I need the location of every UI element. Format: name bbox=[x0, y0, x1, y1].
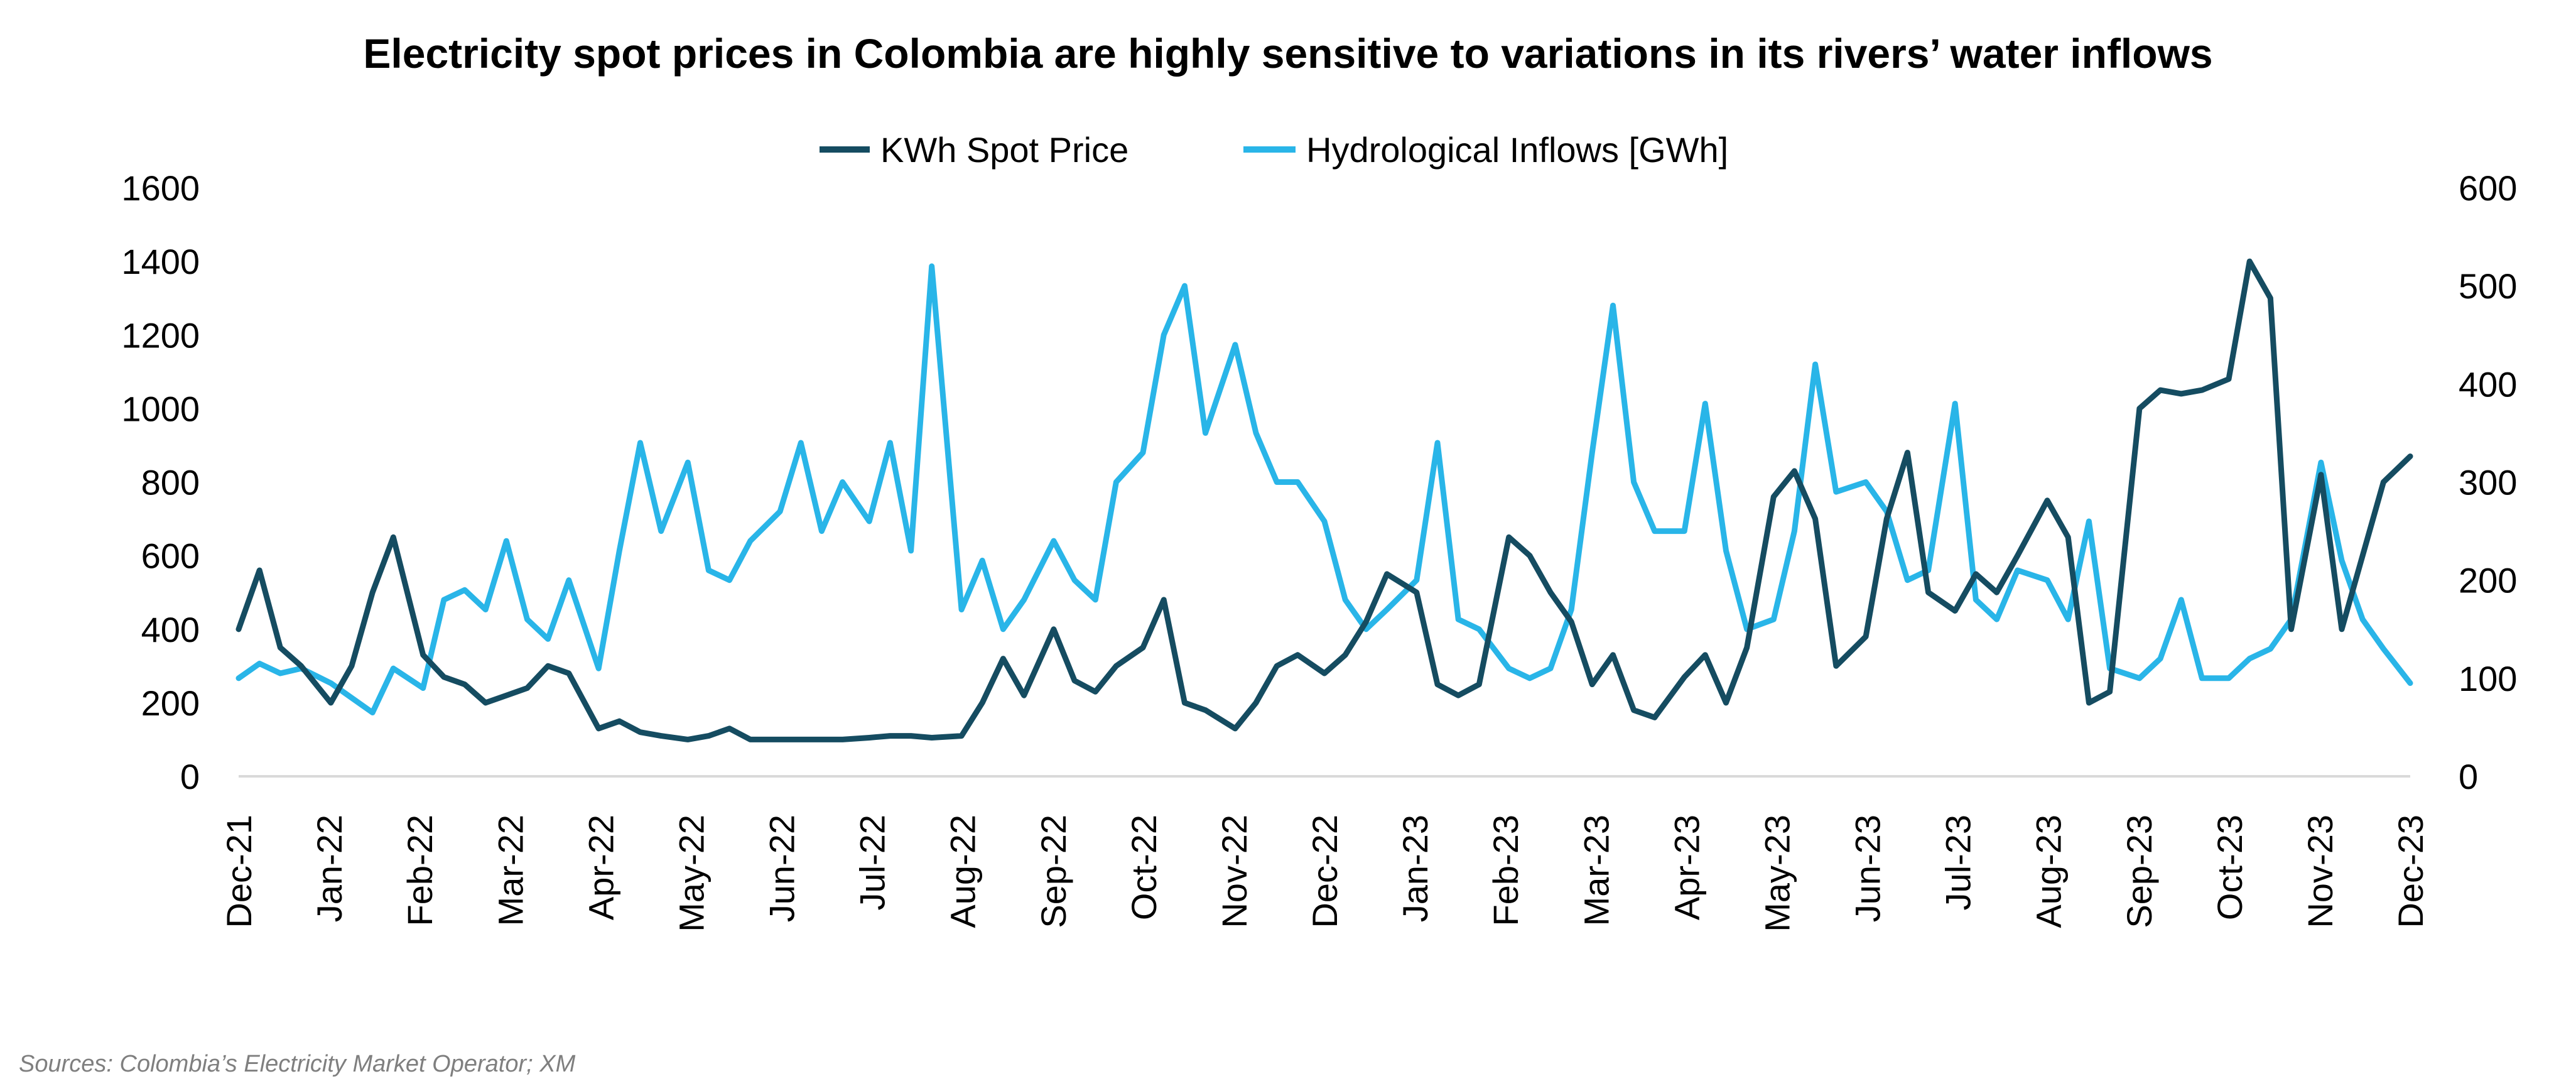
x-tick-label: Apr-23 bbox=[1667, 815, 1706, 920]
x-tick-label: Mar-22 bbox=[490, 815, 530, 926]
x-tick-label: Apr-22 bbox=[581, 815, 620, 920]
x-axis: Dec-21 Jan-22 Feb-22 Mar-22 Apr-22 May-22 Jun-… bbox=[219, 775, 2430, 932]
x-tick-label: Nov-22 bbox=[1215, 815, 1254, 928]
x-tick-label: Jul-23 bbox=[1939, 815, 1978, 911]
x-tick-label: Aug-23 bbox=[2029, 815, 2069, 928]
x-tick-label: Sep-23 bbox=[2119, 815, 2159, 928]
y-axis-right: 0 100 200 300 400 500 600 bbox=[2459, 168, 2517, 796]
y-left-tick-label: 800 bbox=[141, 463, 200, 502]
x-tick-label: Feb-22 bbox=[400, 815, 440, 926]
y-left-tick-label: 200 bbox=[141, 683, 200, 723]
x-tick-label: Mar-23 bbox=[1576, 815, 1616, 926]
y-right-tick-label: 0 bbox=[2459, 757, 2478, 796]
x-tick-label: Jun-22 bbox=[762, 815, 802, 922]
x-tick-label: Aug-22 bbox=[943, 815, 983, 928]
y-left-tick-label: 0 bbox=[180, 757, 200, 796]
x-tick-label: Jul-22 bbox=[853, 815, 892, 911]
legend-label-inflows: Hydrological Inflows [GWh] bbox=[1306, 130, 1728, 170]
y-right-tick-label: 300 bbox=[2459, 463, 2517, 502]
y-left-tick-label: 1200 bbox=[121, 315, 200, 355]
legend: KWh Spot Price Hydrological Inflows [GWh… bbox=[820, 130, 1728, 170]
y-right-tick-label: 600 bbox=[2459, 168, 2517, 208]
y-axis-left: 0 200 400 600 800 1000 1200 1400 1600 bbox=[121, 168, 200, 796]
x-tick-label: Dec-21 bbox=[219, 815, 259, 928]
y-right-tick-label: 100 bbox=[2459, 659, 2517, 698]
series-group bbox=[235, 258, 2413, 742]
x-tick-label: Jan-23 bbox=[1395, 815, 1435, 922]
x-tick-label: Oct-23 bbox=[2210, 815, 2249, 920]
y-right-tick-label: 200 bbox=[2459, 561, 2517, 600]
x-tick-label: Nov-23 bbox=[2300, 815, 2340, 928]
x-tick-label: Oct-22 bbox=[1124, 815, 1164, 920]
y-left-tick-label: 600 bbox=[141, 536, 200, 576]
y-left-tick-label: 400 bbox=[141, 610, 200, 649]
chart-title: Electricity spot prices in Colombia are … bbox=[363, 30, 2212, 77]
x-tick-label: Sep-22 bbox=[1034, 815, 1073, 928]
legend-label-price: KWh Spot Price bbox=[880, 130, 1128, 170]
x-tick-label: May-22 bbox=[671, 815, 711, 932]
source-note: Sources: Colombia’s Electricity Market O… bbox=[19, 1051, 576, 1077]
y-left-tick-label: 1400 bbox=[121, 242, 200, 281]
x-tick-label: Dec-22 bbox=[1305, 815, 1345, 928]
x-tick-label: May-23 bbox=[1757, 815, 1797, 932]
x-tick-label: Dec-23 bbox=[2391, 815, 2430, 928]
y-left-tick-label: 1600 bbox=[121, 168, 200, 208]
x-tick-label: Jun-23 bbox=[1848, 815, 1888, 922]
y-left-tick-label: 1000 bbox=[121, 389, 200, 428]
y-right-tick-label: 500 bbox=[2459, 266, 2517, 306]
series-line-spot-price bbox=[235, 258, 2413, 742]
y-right-tick-label: 400 bbox=[2459, 364, 2517, 404]
x-tick-label: Jan-22 bbox=[310, 815, 349, 922]
x-tick-label: Feb-23 bbox=[1486, 815, 1525, 926]
series-line-hydrological-inflows bbox=[235, 263, 2413, 715]
